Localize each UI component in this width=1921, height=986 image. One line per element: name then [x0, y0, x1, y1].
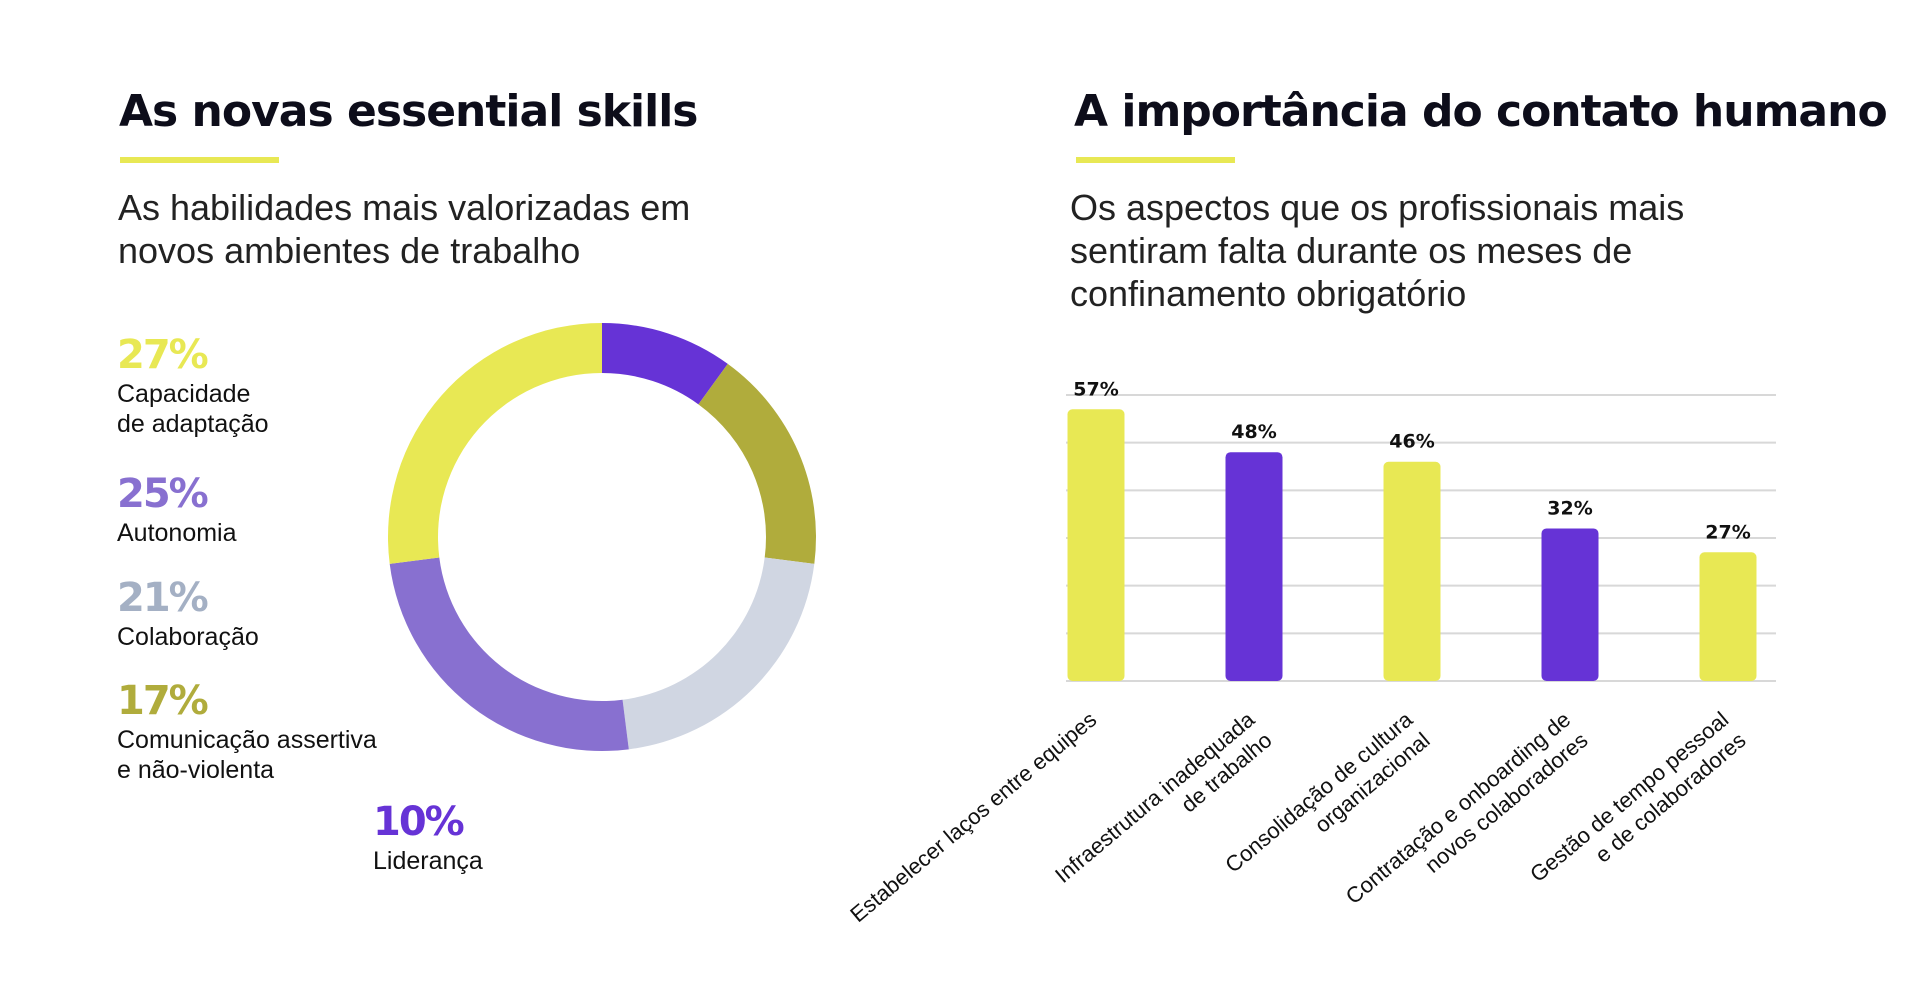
bar-value-label: 48% — [1231, 421, 1276, 443]
bar — [1067, 409, 1125, 681]
donut-slice-comunicação — [698, 363, 817, 564]
donut-slice-colaboração — [622, 557, 815, 750]
donut-slice-capacidade — [387, 323, 602, 564]
legend-percent: 10% — [373, 799, 465, 845]
subtitle-line: confinamento obrigatório — [1070, 273, 1467, 314]
bar-title-underline — [1076, 157, 1235, 163]
bar — [1225, 452, 1283, 681]
legend-item-lideranca: 10% Liderança — [373, 801, 483, 876]
legend-percent: 25% — [117, 471, 209, 517]
bar-value-label: 27% — [1705, 521, 1750, 543]
bar — [1699, 552, 1757, 681]
subtitle-line: sentiram falta durante os meses de — [1070, 230, 1633, 271]
subtitle-line: As habilidades mais valorizadas em — [118, 187, 691, 228]
donut-panel-title: As novas essential skills — [119, 86, 698, 137]
legend-percent: 17% — [117, 678, 209, 724]
bar-panel-subtitle: Os aspectos que os profissionais mais se… — [1070, 186, 1684, 315]
subtitle-line: novos ambientes de trabalho — [118, 230, 581, 271]
legend-label: Liderança — [373, 847, 483, 875]
legend-label: Capacidade de adaptação — [117, 380, 269, 438]
category-label-line: Estabelecer laços entre equipes — [845, 707, 1101, 927]
bar-value-label: 46% — [1389, 431, 1434, 453]
donut-slice-liderança — [602, 323, 728, 405]
bar-value-label: 57% — [1073, 378, 1118, 400]
legend-label: Autonomia — [117, 519, 237, 547]
legend-item-comunicacao: 17% Comunicação assertiva e não-violenta — [117, 680, 377, 785]
donut-title-underline — [120, 157, 279, 163]
bar-value-label: 32% — [1547, 497, 1592, 519]
bar — [1541, 528, 1599, 681]
donut-panel-subtitle: As habilidades mais valorizadas em novos… — [118, 186, 690, 272]
legend-item-autonomia: 25% Autonomia — [117, 473, 237, 548]
legend-percent: 27% — [117, 332, 209, 378]
donut-slice-autonomia — [389, 557, 629, 751]
legend-item-capacidade: 27% Capacidade de adaptação — [117, 334, 269, 439]
subtitle-line: Os aspectos que os profissionais mais — [1070, 187, 1685, 228]
bar — [1383, 461, 1441, 681]
category-label: Estabelecer laços entre equipes — [845, 707, 1101, 927]
legend-item-colaboracao: 21% Colaboração — [117, 577, 259, 652]
legend-percent: 21% — [117, 575, 209, 621]
legend-label: Comunicação assertiva e não-violenta — [117, 726, 377, 784]
bar-panel-title: A importância do contato humano — [1074, 86, 1888, 137]
legend-label: Colaboração — [117, 623, 259, 651]
